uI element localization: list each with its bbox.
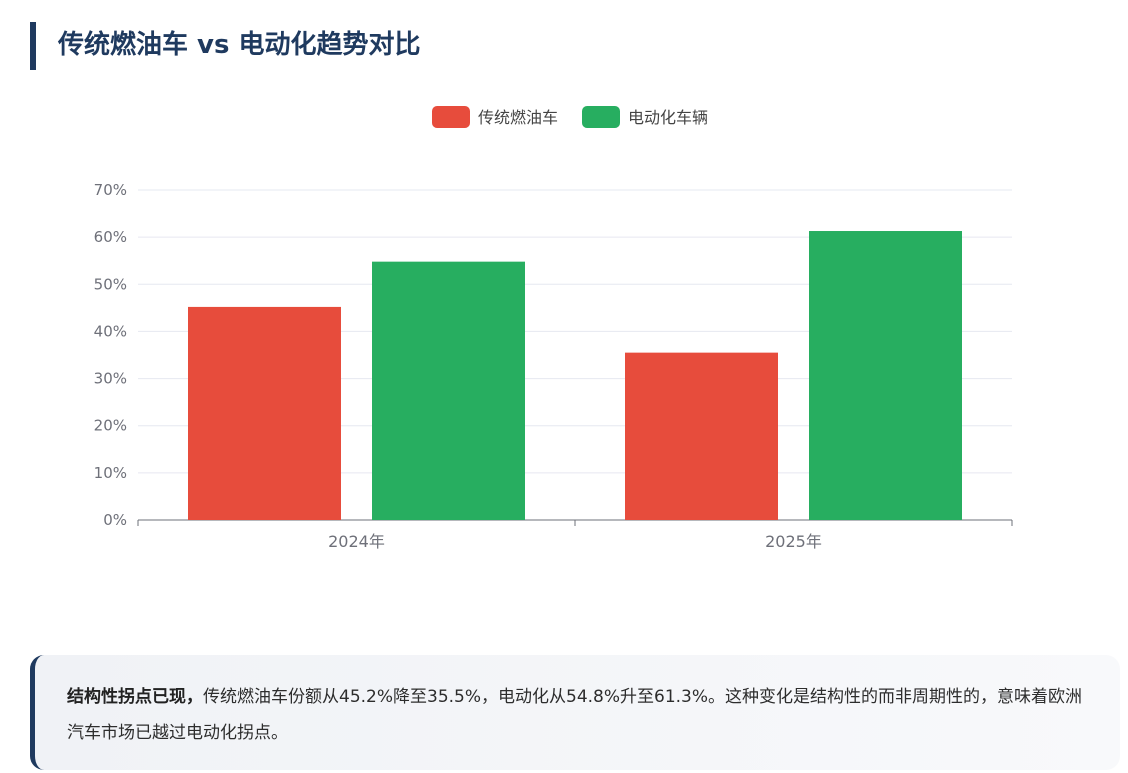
insight-note: 结构性拐点已现，传统燃油车份额从45.2%降至35.5%，电动化从54.8%升至… — [30, 655, 1120, 770]
bar-ev-2025年 — [809, 231, 962, 520]
page-title: 传统燃油车 vs 电动化趋势对比 — [30, 22, 421, 70]
y-tick-label: 0% — [103, 511, 127, 529]
bar-chart: 0% 10% 20% 30% 40% 50% 60% 70% 2024年 2025年 传统燃油车 电动… — [94, 106, 1013, 551]
legend-swatch — [582, 106, 620, 128]
legend-swatch — [432, 106, 470, 128]
x-tick-label: 2025年 — [765, 532, 822, 551]
y-tick-label: 30% — [94, 370, 127, 388]
y-tick-label: 20% — [94, 417, 127, 435]
legend-label: 电动化车辆 — [628, 108, 708, 127]
legend-label: 传统燃油车 — [478, 108, 558, 127]
y-tick-label: 10% — [94, 464, 127, 482]
bar-fuel-2025年 — [625, 352, 778, 520]
note-heading: 结构性拐点已现， — [67, 687, 203, 707]
note-text: 传统燃油车份额从45.2%降至35.5%，电动化从54.8%升至61.3%。这种… — [67, 687, 1083, 743]
y-tick-label: 40% — [94, 322, 127, 340]
x-tick-label: 2024年 — [328, 532, 385, 551]
bar-ev-2024年 — [372, 261, 525, 520]
bar-fuel-2024年 — [188, 306, 341, 520]
y-tick-label: 50% — [94, 275, 127, 293]
y-tick-label: 70% — [94, 181, 127, 199]
y-tick-label: 60% — [94, 228, 127, 246]
